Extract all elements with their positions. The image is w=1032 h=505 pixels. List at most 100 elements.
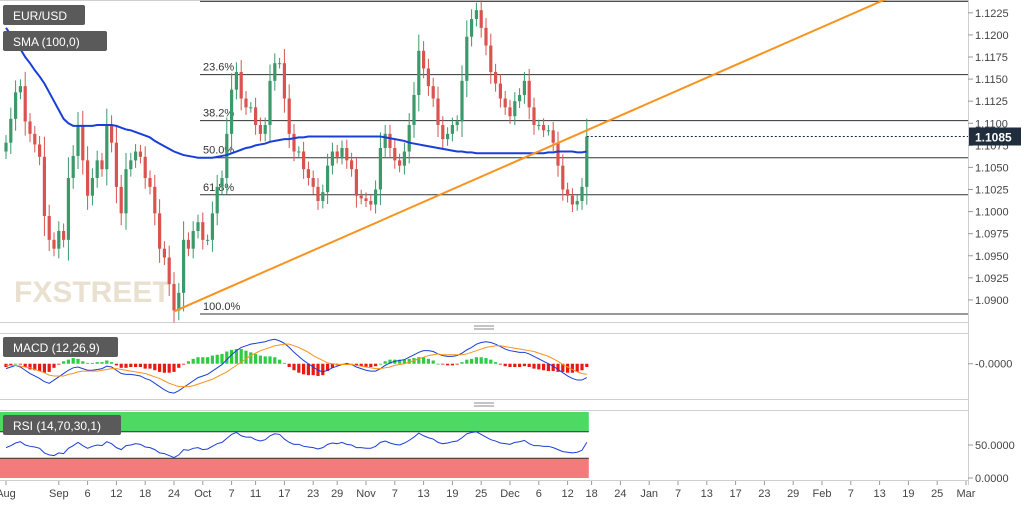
last-price-tag	[969, 127, 1021, 146]
candle	[263, 117, 267, 142]
sma-tag: SMA (100,0)	[3, 31, 107, 51]
candle	[330, 142, 334, 175]
candle	[398, 153, 402, 173]
candle	[532, 97, 536, 135]
macd-histogram-bar	[129, 363, 133, 367]
candles	[4, 0, 589, 323]
price-tick-label: 1.0950	[975, 251, 1009, 263]
candle	[52, 232, 56, 257]
candle	[446, 127, 450, 146]
symbol-tag: EUR/USD	[3, 5, 85, 25]
candle	[527, 68, 531, 120]
macd-histogram-bar	[354, 363, 358, 366]
candle	[345, 139, 349, 169]
price-tick-label: 1.1025	[975, 185, 1009, 197]
macd-line	[5, 338, 588, 394]
macd-histogram-bar	[518, 363, 522, 367]
candle	[498, 74, 502, 108]
candle	[350, 152, 354, 177]
candle	[282, 49, 286, 113]
candle	[105, 108, 109, 186]
candle	[138, 144, 142, 164]
macd-histogram-bar	[23, 363, 27, 367]
candle	[258, 117, 262, 142]
candle	[474, 2, 478, 27]
x-tick-label: Oct	[194, 488, 211, 500]
price-tick-label: 1.0900	[975, 295, 1009, 307]
candle	[28, 113, 32, 143]
candle	[383, 125, 387, 157]
candle	[148, 170, 152, 195]
x-tick-label: 24	[168, 488, 180, 500]
candle	[503, 91, 507, 115]
candle	[388, 125, 392, 157]
macd-histogram-bar	[494, 362, 498, 364]
price-tick-label: 1.0925	[975, 273, 1009, 285]
price-tick-label: 1.1050	[975, 162, 1009, 174]
candle	[129, 152, 133, 177]
macd-histogram-bar	[148, 363, 152, 369]
x-tick-label: 6	[536, 488, 542, 500]
macd-histogram-bar	[441, 363, 445, 365]
macd-histogram-bar	[431, 360, 435, 364]
candle	[378, 132, 382, 206]
macd-histogram-bar	[100, 362, 104, 364]
rsi-bands	[0, 412, 589, 478]
candle	[47, 204, 51, 252]
candle	[522, 72, 526, 104]
macd-signal-line	[6, 343, 587, 388]
x-tick-label: 17	[729, 488, 741, 500]
fib-label: 100.0%	[203, 301, 241, 313]
macd-series	[4, 338, 589, 394]
macd-histogram-bar	[398, 359, 402, 364]
macd-histogram-bar	[158, 363, 162, 372]
candle	[95, 150, 99, 188]
macd-histogram-bar	[9, 363, 13, 366]
candle	[575, 194, 579, 211]
macd-histogram-bar	[86, 362, 90, 364]
macd-histogram-bar	[561, 363, 565, 372]
macd-histogram-bar	[537, 363, 541, 370]
candle	[57, 221, 61, 259]
price-tick-label: 1.1150	[975, 74, 1008, 86]
candle	[14, 80, 18, 131]
candle	[316, 178, 320, 210]
macd-histogram-bar	[474, 357, 478, 364]
price-tick-label: 1.1000	[975, 207, 1009, 219]
candle	[431, 77, 435, 107]
macd-histogram-bar	[90, 362, 94, 364]
macd-histogram-bar	[374, 363, 378, 367]
price-tick-label: 1.1100	[975, 118, 1008, 130]
candle	[249, 102, 253, 113]
macd-histogram-bar	[470, 358, 474, 364]
macd-resize-handle[interactable]	[474, 325, 494, 330]
macd-histogram-bar	[364, 363, 368, 367]
price-tick-label: 1.1175	[975, 52, 1008, 64]
candle	[302, 141, 306, 179]
macd-histogram-bar	[182, 363, 186, 365]
candle	[417, 34, 421, 112]
macd-histogram-bar	[446, 363, 450, 366]
rsi-resize-handle[interactable]	[474, 402, 494, 407]
candle	[508, 99, 512, 124]
candle	[239, 60, 243, 111]
candle	[407, 113, 411, 164]
candle	[86, 146, 90, 210]
candle	[33, 125, 37, 153]
candle	[230, 73, 234, 151]
overlay-lines	[5, 0, 968, 313]
candle	[90, 168, 94, 206]
macd-histogram-bar	[177, 363, 181, 368]
macd-histogram-bar	[575, 363, 579, 372]
candle	[162, 241, 166, 266]
macd-histogram-bar	[570, 363, 574, 373]
candle	[71, 145, 75, 189]
candle	[489, 33, 493, 84]
macd-histogram-bar	[407, 358, 411, 364]
macd-histogram-bar	[460, 362, 464, 364]
candle	[546, 125, 550, 136]
macd-histogram-bar	[326, 363, 330, 372]
macd-histogram-bar	[134, 363, 138, 367]
macd-histogram-bar	[450, 363, 454, 366]
candle	[76, 111, 80, 169]
